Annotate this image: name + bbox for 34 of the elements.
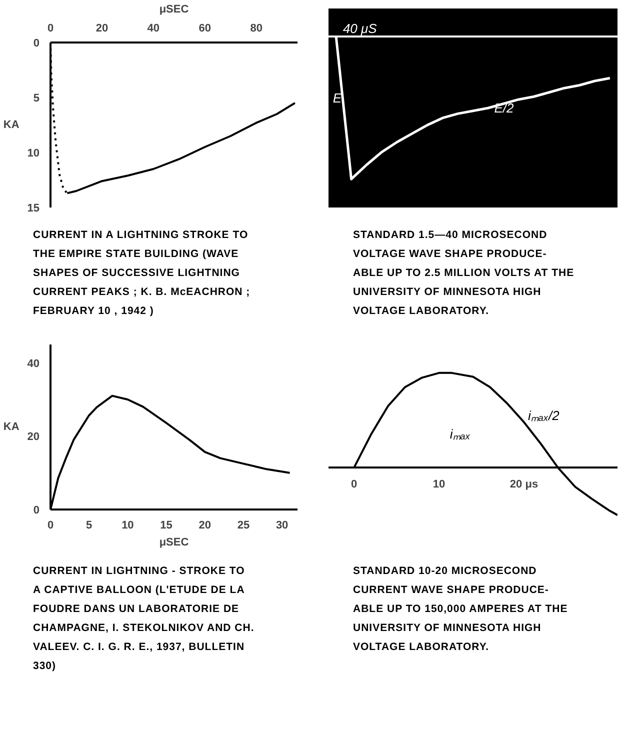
annotation: E xyxy=(332,90,342,106)
x-tick-label: 5 xyxy=(86,520,92,532)
annotation: iₘₐₓ xyxy=(450,426,470,442)
text: 40 μS xyxy=(342,20,378,36)
y-tick-label: 15 xyxy=(27,202,40,214)
x-tick-label: 20 xyxy=(198,520,212,532)
x-tick-label: 20 xyxy=(96,22,108,34)
x-tick-label: 80 xyxy=(250,22,262,34)
y-tick-label: 5 xyxy=(33,92,40,104)
x-tick-label: 30 xyxy=(276,520,288,532)
y-tick-label: 10 xyxy=(27,148,40,160)
text: CURRENT IN LIGHTNING - STROKE TO A CAPTIVE BALLOON (L'ETUDE DE LA FOUDRE DANS UN LABORATORIE DE CHAMPAGNE, I. STEKOLNIKOV AND CH. VALEEV. C. I. G. R. E., 1937, BULLETIN 330) xyxy=(33,564,255,674)
x-tick-label: 10 xyxy=(432,478,446,491)
x-tick-label: 60 xyxy=(198,22,212,34)
x-tick-label: 0 xyxy=(350,478,358,491)
text: STANDARD 10-20 MICROSECOND CURRENT WAVE SHAPE PRODUCE-ABLE UP TO 150,000 AMPERES AT THE UNIVERSITY OF MINNESOTA HIGH VOLTAGE LABORATORY. xyxy=(353,564,569,655)
y-axis-title: KA xyxy=(3,119,20,131)
x-tick-label: 25 xyxy=(237,520,250,532)
annotation: iₘₐₓ/2 xyxy=(528,408,560,424)
y-tick-label: 0 xyxy=(33,504,40,516)
x-tick-label: 10 xyxy=(122,520,134,532)
y-tick-label: 0 xyxy=(33,38,40,50)
x-axis-title: μSEC xyxy=(159,536,189,548)
y-axis-title: KA xyxy=(3,421,20,433)
y-tick-label: 20 xyxy=(27,431,40,444)
text: CURRENT IN A LIGHTNING STROKE TO THE EMPIRE STATE BUILDING (WAVE SHAPES OF SUCCESSIVE LIGHTNING CURRENT PEAKS ; K. B. McEACHRON ; FEBRUARY 10 , 1942 ) xyxy=(33,228,252,319)
text: STANDARD 1.5—40 MICROSECOND VOLTAGE WAVE SHAPE PRODUCE-ABLE UP TO 2.5 MILLION VOLTS AT THE UNIVERSITY OF MINNESOTA HIGH VOLTAGE LABORATORY. xyxy=(353,228,575,319)
x-axis-title: μSEC xyxy=(159,4,189,16)
y-tick-label: 40 xyxy=(27,358,40,370)
x-tick-label: 40 xyxy=(147,22,160,34)
x-tick-label: 0 xyxy=(47,22,54,34)
x-tick-label: 20 μs xyxy=(510,478,538,491)
x-tick-label: 15 xyxy=(160,520,172,532)
x-tick-label: 0 xyxy=(47,520,54,532)
